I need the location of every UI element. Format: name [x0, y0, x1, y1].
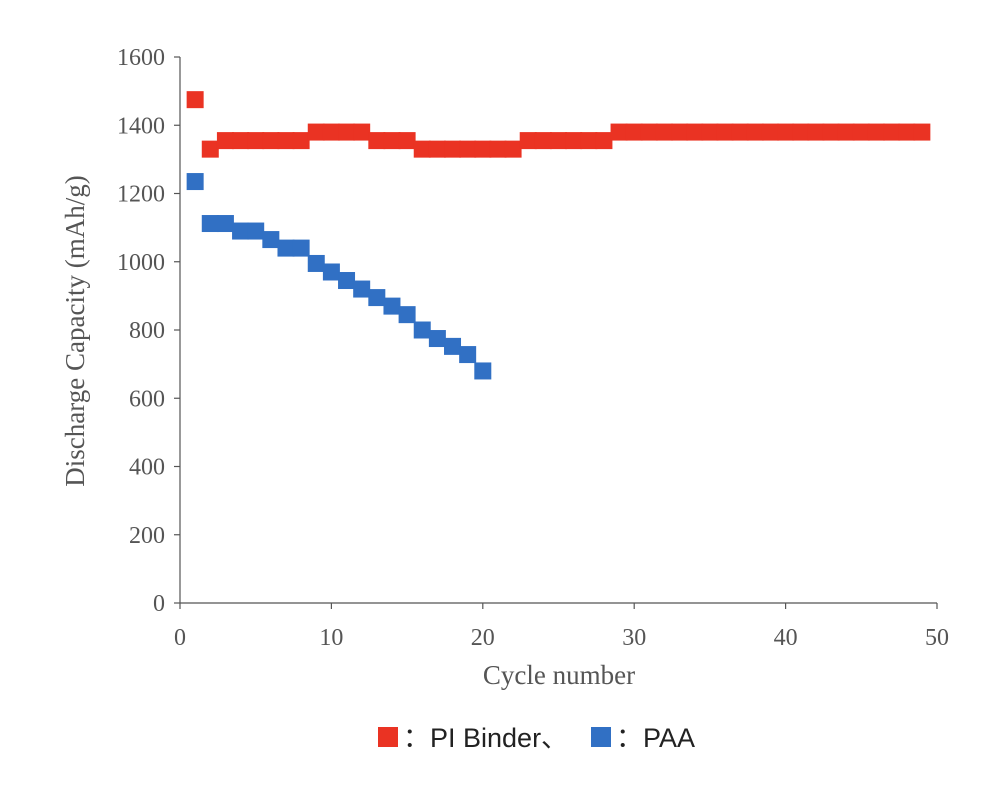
y-axis-title: Discharge Capacity (mAh/g)	[60, 175, 90, 486]
point-paa	[186, 173, 204, 191]
point-paa	[232, 222, 250, 240]
point-pi-binder	[519, 132, 537, 150]
point-paa	[201, 215, 219, 233]
point-pi-binder	[731, 123, 749, 141]
point-pi-binder	[550, 132, 567, 150]
data-points	[186, 91, 931, 380]
point-paa	[216, 215, 234, 233]
point-pi-binder	[428, 140, 446, 158]
y-tick-label: 800	[129, 318, 165, 344]
point-pi-binder	[640, 123, 658, 141]
y-tick-label: 0	[153, 591, 165, 617]
y-tick-label: 400	[129, 455, 165, 481]
x-tick-label: 50	[925, 625, 949, 651]
legend-label-paa: ：PAA	[616, 723, 695, 753]
y-tick-label: 1000	[117, 250, 165, 276]
point-pi-binder	[883, 123, 901, 141]
legend-label-pi-binder: ：PI Binder、	[403, 723, 568, 753]
point-pi-binder	[277, 132, 295, 150]
point-pi-binder	[655, 123, 673, 141]
point-pi-binder	[413, 140, 431, 158]
point-pi-binder	[459, 140, 477, 158]
point-pi-binder	[247, 132, 265, 150]
point-pi-binder	[292, 132, 310, 150]
point-pi-binder	[610, 123, 628, 141]
point-pi-binder	[625, 123, 643, 141]
y-tick-label: 600	[129, 386, 165, 412]
point-pi-binder	[534, 132, 552, 150]
y-tick-labels: 0 200 400 600 800 1000 1200 1400 1600	[117, 45, 165, 617]
legend-swatch-paa	[591, 727, 611, 747]
point-pi-binder	[837, 123, 855, 141]
x-tick-label: 40	[774, 625, 798, 651]
point-paa	[277, 239, 295, 257]
point-pi-binder	[701, 123, 719, 141]
x-tick-label: 10	[319, 625, 343, 651]
point-pi-binder	[504, 140, 522, 158]
point-pi-binder	[565, 132, 583, 150]
x-tick-labels: 0 10 20 30 40 50	[174, 625, 949, 651]
point-pi-binder	[322, 123, 340, 141]
y-tick-label: 200	[129, 523, 165, 549]
point-pi-binder	[671, 123, 689, 141]
x-axis-title: Cycle number	[483, 660, 635, 690]
point-paa	[474, 362, 492, 380]
point-pi-binder	[474, 140, 492, 158]
point-pi-binder	[852, 123, 870, 141]
y-tick-label: 1200	[117, 182, 165, 208]
point-paa	[398, 306, 416, 324]
x-tick-label: 20	[471, 625, 495, 651]
point-pi-binder	[913, 123, 931, 141]
point-paa	[428, 330, 446, 348]
point-paa	[413, 321, 431, 339]
point-pi-binder	[777, 123, 795, 141]
y-tick-label: 1600	[117, 45, 165, 71]
point-pi-binder	[807, 123, 825, 141]
point-pi-binder	[822, 123, 840, 141]
axes	[174, 56, 938, 609]
point-paa	[322, 263, 340, 281]
point-paa	[338, 272, 356, 290]
point-pi-binder	[489, 140, 507, 158]
point-paa	[383, 297, 401, 315]
point-paa	[353, 280, 371, 298]
point-pi-binder	[746, 123, 764, 141]
point-pi-binder	[716, 123, 734, 141]
point-pi-binder	[186, 91, 204, 109]
point-paa	[444, 337, 462, 355]
point-pi-binder	[792, 123, 810, 141]
point-pi-binder	[216, 132, 234, 150]
point-pi-binder	[262, 132, 280, 150]
point-pi-binder	[232, 132, 250, 150]
point-paa	[247, 222, 265, 240]
point-pi-binder	[201, 140, 219, 158]
point-paa	[307, 254, 325, 272]
point-pi-binder	[686, 123, 704, 141]
x-tick-label: 30	[622, 625, 646, 651]
point-pi-binder	[898, 123, 916, 141]
legend: ：PI Binder、 ：PAA	[378, 723, 695, 753]
legend-swatch-pi-binder	[378, 727, 398, 747]
point-pi-binder	[444, 140, 462, 158]
point-pi-binder	[595, 132, 613, 150]
point-paa	[262, 231, 280, 249]
point-paa	[459, 346, 477, 364]
point-pi-binder	[398, 132, 416, 150]
point-pi-binder	[383, 132, 401, 150]
point-pi-binder	[338, 123, 356, 141]
point-pi-binder	[761, 123, 779, 141]
x-tick-label: 0	[174, 625, 186, 651]
point-paa	[368, 289, 386, 307]
point-paa	[292, 239, 310, 257]
point-pi-binder	[307, 123, 325, 141]
point-pi-binder	[580, 132, 598, 150]
point-pi-binder	[353, 123, 371, 141]
point-pi-binder	[867, 123, 885, 141]
point-pi-binder	[368, 132, 386, 150]
y-tick-label: 1400	[117, 113, 165, 139]
